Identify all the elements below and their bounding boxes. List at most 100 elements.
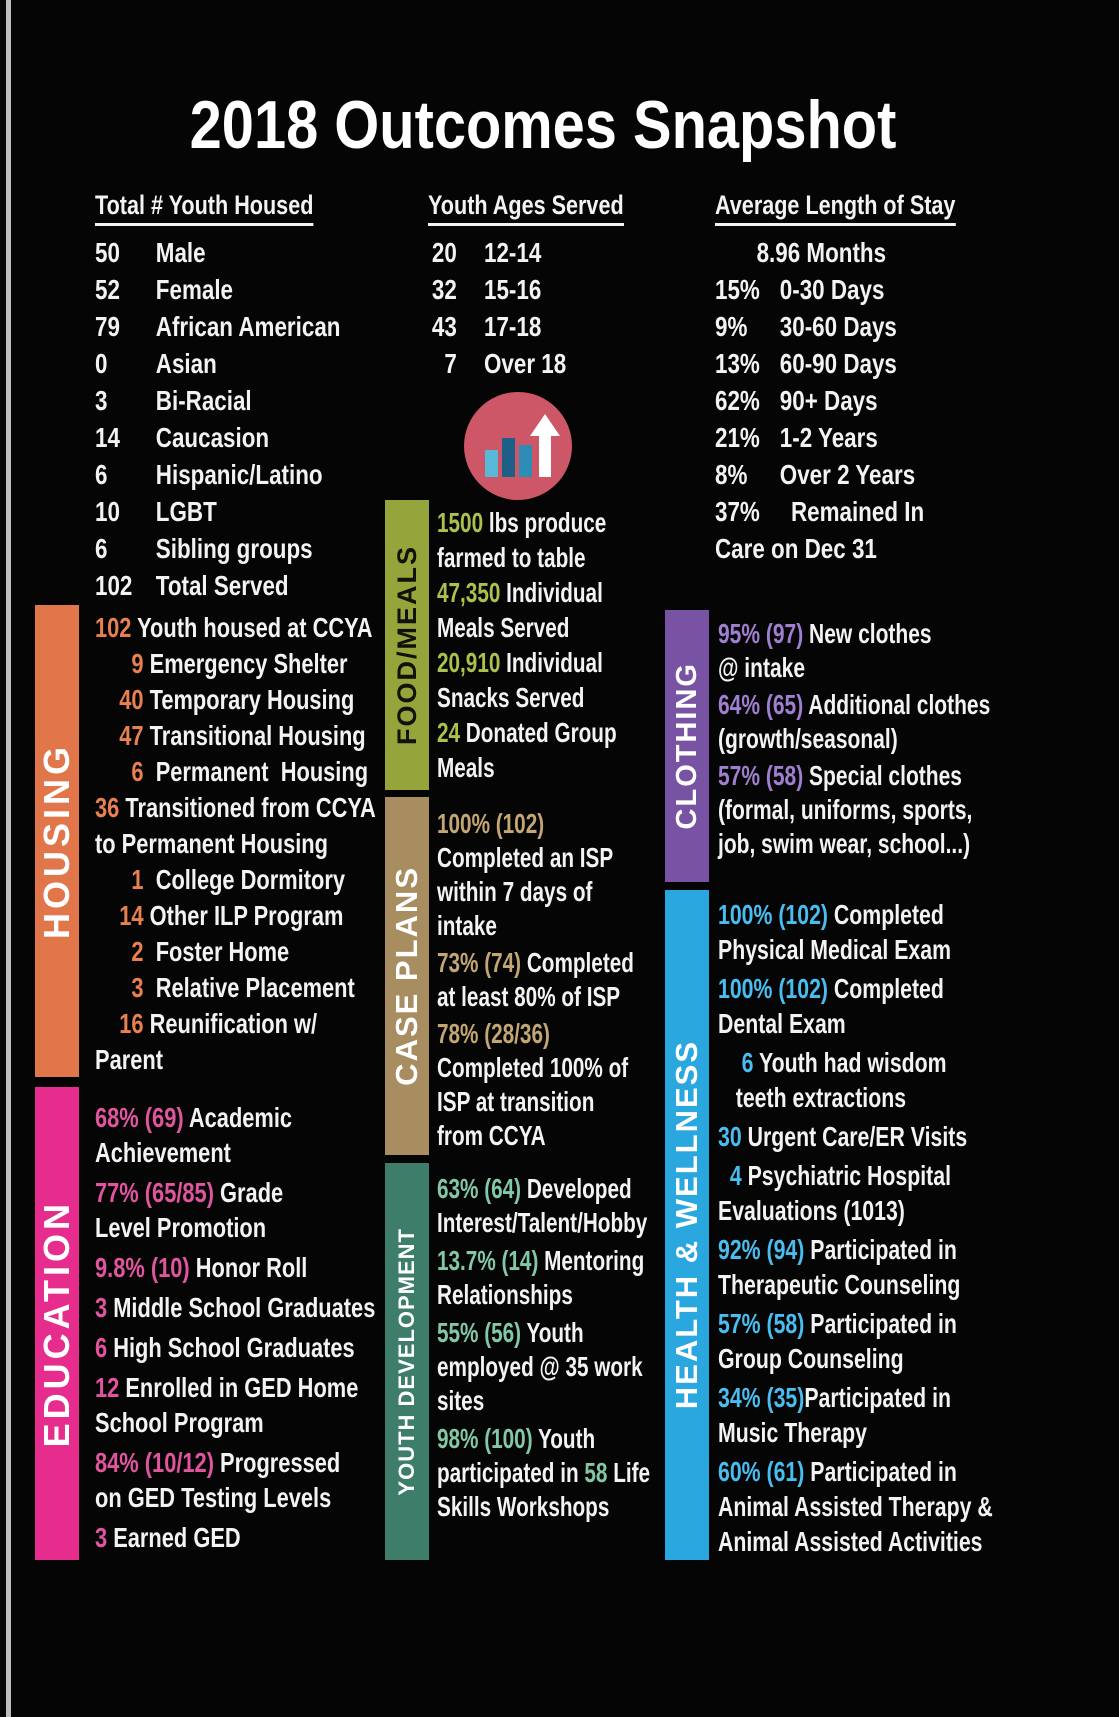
stat-line: 4 Psychiatric Hospital Evaluations (1013… [718, 1158, 993, 1228]
stat-text: Completed at least 80% of ISP [437, 947, 634, 1012]
education-bar: EDUCATION [35, 1087, 79, 1560]
stat-number: 30 [718, 1121, 742, 1152]
stat-line: 1500 lbs produce farmed to table [437, 505, 617, 575]
stat-row-label: 17-18 [484, 311, 542, 342]
stat-line: 102 Youth housed at CCYA [95, 610, 376, 646]
stat-row: 32 15-16 [428, 271, 624, 308]
stat-line: 3 Middle School Graduates [95, 1290, 375, 1325]
stat-text: Additional clothes (growth/seasonal) [718, 689, 991, 754]
stat-number: 16 [95, 1008, 144, 1039]
stat-line: 34% (35)Participated in Music Therapy [718, 1380, 993, 1450]
clothing-bar: CLOTHING [665, 610, 709, 882]
stat-text: Participated in Therapeutic Counseling [718, 1234, 961, 1300]
stat-line: 24 Donated Group Meals [437, 715, 617, 785]
stat-line: 1 College Dormitory [95, 862, 376, 898]
stat-line: 3 Earned GED [95, 1520, 375, 1555]
stat-number: 73% (74) [437, 947, 522, 978]
stat-number: 77% (65/85) [95, 1177, 214, 1208]
stat-row-value: 15% [715, 274, 760, 305]
stat-number: 9.8% (10) [95, 1252, 190, 1283]
stat-text: Participated in Music Therapy [718, 1382, 951, 1448]
stat-line: 100% (102) Completed Physical Medical Ex… [718, 897, 993, 967]
stat-number: 100% (102) [437, 808, 545, 839]
health-wellness-bar: HEALTH & WELLNESS [665, 890, 709, 1560]
growth-chart-icon [462, 390, 574, 502]
stat-row-label: Bi-Racial [155, 385, 252, 416]
stat-row-label: African American [155, 311, 341, 342]
stat-row-label: 15-16 [484, 274, 542, 305]
stat-row: 13% 60-90 Days [715, 345, 955, 382]
housing-bar-label: HOUSING [36, 742, 77, 939]
stat-text: Foster Home [143, 936, 290, 967]
stat-line: 95% (97) New clothes @ intake [718, 617, 990, 685]
stat-row: 50 Male [95, 234, 340, 271]
stat-row: 6 Hispanic/Latino [95, 456, 340, 493]
stat-line: 68% (69) Academic Achievement [95, 1100, 375, 1170]
stat-text: Enrolled in GED Home School Program [95, 1372, 359, 1438]
stat-row-label: LGBT [155, 496, 217, 527]
stat-text: Participated in Group Counseling [718, 1308, 957, 1374]
youth-development-bar: YOUTH DEVELOPMENT [385, 1163, 429, 1560]
stat-number: 102 [95, 612, 132, 643]
stat-text: Progressed on GED Testing Levels [95, 1447, 341, 1513]
stat-text: Life Skills Workshops [437, 1457, 651, 1522]
average-stay-value: 8.96 Months [756, 237, 887, 268]
youth-ages-section: Youth Ages Served 20 12-14 32 15-16 43 17-18 7… [428, 190, 624, 382]
stat-line: 47,350 Individual Meals Served [437, 575, 617, 645]
stat-row: 21% 1-2 Years [715, 419, 955, 456]
stat-line: 60% (61) Participated in Animal Assisted… [718, 1454, 993, 1559]
stat-row-value: 32 [431, 274, 457, 305]
stat-row: 52 Female [95, 271, 340, 308]
stat-text: Mentoring Relationships [437, 1245, 645, 1310]
stat-row: 8% Over 2 Years [715, 456, 955, 493]
stat-row: 10 LGBT [95, 493, 340, 530]
stat-text: New clothes @ intake [718, 618, 932, 683]
stat-number: 40 [95, 684, 144, 715]
stat-line: 40 Temporary Housing [95, 682, 376, 718]
stat-text: Relative Placement [143, 972, 355, 1003]
stat-text: Youth employed @ 35 work sites [437, 1317, 643, 1416]
stat-number: 12 [95, 1372, 120, 1403]
case-plans-stats: 100% (102) Completed an ISP within 7 day… [437, 807, 634, 1153]
youth-ages-header: Youth Ages Served [428, 190, 624, 226]
length-of-stay-header: Average Length of Stay [715, 190, 956, 226]
health-wellness-bar-label: HEALTH & WELLNESS [669, 1040, 704, 1410]
stat-number: 6 [718, 1047, 754, 1078]
youth-development-bar-label: YOUTH DEVELOPMENT [394, 1227, 419, 1496]
stat-row: 102 Total Served [95, 567, 340, 604]
stat-number: 60% (61) [718, 1456, 805, 1487]
stat-text: Earned GED [107, 1522, 241, 1553]
stat-line: 98% (100) Youth participated in 58 Life … [437, 1422, 650, 1524]
stat-row-value: 6 [95, 459, 108, 490]
stat-number: 20,910 [437, 647, 501, 678]
stat-line: 30 Urgent Care/ER Visits [718, 1119, 993, 1154]
stat-row-label: Female [155, 274, 233, 305]
remained-in-care-note: 37% Remained In Care on Dec 31 [715, 496, 925, 564]
stat-number: 92% (94) [718, 1234, 805, 1265]
stat-row-value: 50 [95, 237, 120, 268]
food-meals-stats: 1500 lbs produce farmed to table 47,350 I… [437, 505, 617, 785]
stat-text: Middle School Graduates [107, 1292, 376, 1323]
stat-text: Emergency Shelter [143, 648, 348, 679]
stat-row-label: Hispanic/Latino [155, 459, 323, 490]
stat-row-value: 43 [431, 311, 457, 342]
health-wellness-stats: 100% (102) Completed Physical Medical Ex… [718, 897, 993, 1559]
stat-line: 47 Transitional Housing [95, 718, 376, 754]
stat-number: 55% (56) [437, 1317, 522, 1348]
stat-text: Academic Achievement [95, 1102, 293, 1168]
stat-number: 95% (97) [718, 618, 804, 649]
stat-text: Individual Meals Served [437, 577, 603, 643]
stat-row: 0 Asian [95, 345, 340, 382]
stat-line: 63% (64) Developed Interest/Talent/Hobby [437, 1172, 650, 1240]
clothing-bar-label: CLOTHING [670, 662, 703, 830]
stat-line: 20,910 Individual Snacks Served [437, 645, 617, 715]
stat-line: 16 Reunification w/ Parent [95, 1006, 376, 1078]
housing-stats: 102 Youth housed at CCYA 9 Emergency She… [95, 610, 376, 1078]
stat-row-value: 7 [444, 348, 457, 379]
stat-row: 15% 0-30 Days [715, 271, 955, 308]
case-plans-bar: CASE PLANS [385, 797, 429, 1155]
stat-text: Reunification w/ Parent [95, 1008, 318, 1075]
stat-row: 62% 90+ Days [715, 382, 955, 419]
stat-text: Urgent Care/ER Visits [741, 1121, 968, 1152]
stat-row-label: Male [155, 237, 206, 268]
